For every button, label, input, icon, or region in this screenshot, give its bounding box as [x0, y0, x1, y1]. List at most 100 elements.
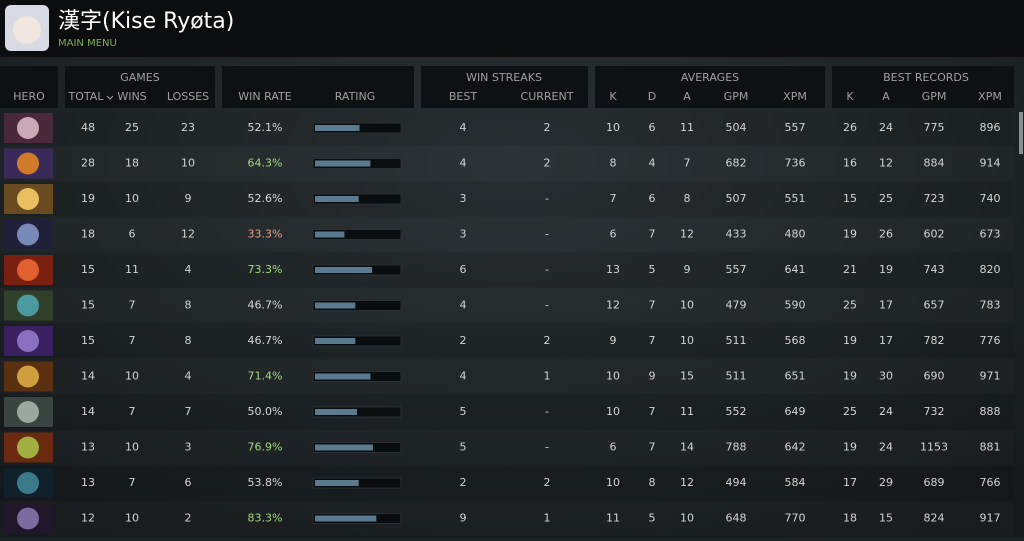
hero-portrait-detail	[17, 259, 39, 281]
cell: 17	[843, 476, 857, 489]
cell: 736	[785, 157, 806, 170]
cell: 2	[544, 476, 551, 489]
cell: 25	[843, 405, 857, 418]
cell: 7	[129, 334, 136, 347]
cell: 12	[181, 228, 195, 241]
hero-portrait-detail	[17, 472, 39, 494]
cell: 12	[606, 299, 620, 312]
cell: 896	[980, 121, 1001, 134]
row-separator	[0, 431, 1014, 465]
column-header[interactable]: WIN RATE	[238, 90, 291, 103]
rating-bar	[315, 373, 371, 380]
cell: 494	[726, 476, 747, 489]
cell: 48	[81, 121, 95, 134]
hero-portrait-detail	[17, 152, 39, 175]
column-header[interactable]: WINS	[117, 90, 146, 103]
cell: 14	[81, 370, 95, 383]
column-header[interactable]: K	[609, 90, 617, 103]
cell: 7	[129, 476, 136, 489]
cell: 9	[460, 512, 467, 525]
cell: 30	[879, 370, 893, 383]
column-header[interactable]: CURRENT	[521, 90, 574, 103]
cell: 10	[680, 299, 694, 312]
rating-bar	[315, 409, 357, 415]
cell: 770	[785, 512, 806, 525]
cell: 4	[185, 370, 192, 383]
row-separator	[0, 466, 1014, 500]
hero-portrait-detail	[17, 436, 39, 459]
column-header[interactable]: XPM	[978, 90, 1002, 103]
column-header[interactable]: HERO	[13, 90, 45, 103]
row-separator	[0, 111, 1014, 145]
avatar-face	[13, 16, 41, 44]
column-header[interactable]: RATING	[335, 90, 376, 103]
win-rate: 46.7%	[248, 334, 283, 347]
column-header[interactable]: GPM	[724, 90, 749, 103]
cell: 433	[726, 228, 747, 241]
hero-portrait-detail	[17, 223, 39, 246]
cell: 4	[460, 121, 467, 134]
win-rate: 73.3%	[248, 263, 283, 276]
column-header[interactable]: LOSSES	[167, 90, 209, 103]
cell: 14	[680, 441, 694, 454]
hero-portrait-detail	[17, 117, 39, 139]
cell: 11	[125, 263, 139, 276]
column-header[interactable]: A	[882, 90, 890, 103]
hero-portrait-detail	[17, 401, 39, 423]
win-rate: 33.3%	[248, 228, 283, 241]
cell: 642	[785, 441, 806, 454]
cell: 19	[81, 192, 95, 205]
cell: 4	[649, 157, 656, 170]
cell: 673	[980, 228, 1001, 241]
column-header[interactable]: D	[648, 90, 656, 103]
cell: 29	[879, 476, 893, 489]
column-header[interactable]: GPM	[922, 90, 947, 103]
cell: 480	[785, 228, 806, 241]
cell: 3	[460, 228, 467, 241]
win-rate: 50.0%	[248, 405, 283, 418]
cell: 8	[684, 192, 691, 205]
cell: 9	[684, 263, 691, 276]
cell: 23	[181, 121, 195, 134]
cell: 479	[726, 299, 747, 312]
cell: 7	[649, 441, 656, 454]
cell: 824	[924, 512, 945, 525]
header-panel	[65, 66, 215, 108]
cell: 10	[125, 370, 139, 383]
cell: 26	[879, 228, 893, 241]
cell: 590	[785, 299, 806, 312]
win-rate: 71.4%	[248, 370, 283, 383]
cell: 15	[81, 334, 95, 347]
column-header[interactable]: K	[846, 90, 854, 103]
cell: 5	[649, 512, 656, 525]
cell: 10	[606, 370, 620, 383]
group-header: GAMES	[120, 71, 159, 84]
cell: 3	[460, 192, 467, 205]
cell: 7	[649, 299, 656, 312]
main-menu-link[interactable]: MAIN MENU	[58, 38, 117, 49]
column-header[interactable]: BEST	[449, 90, 477, 103]
cell: 12	[680, 228, 694, 241]
cell: 8	[185, 299, 192, 312]
profile-name: 漢字(Kise Ryøta)	[58, 9, 234, 34]
cell: 766	[980, 476, 1001, 489]
cell: 25	[843, 299, 857, 312]
cell: 9	[610, 334, 617, 347]
cell: 783	[980, 299, 1001, 312]
column-header[interactable]: A	[683, 90, 691, 103]
cell: -	[545, 441, 549, 454]
win-rate: 76.9%	[248, 441, 283, 454]
group-header: WIN STREAKS	[466, 71, 542, 84]
column-header[interactable]: TOTAL	[68, 90, 105, 103]
column-header[interactable]: XPM	[783, 90, 807, 103]
cell: 743	[924, 263, 945, 276]
cell: 11	[680, 121, 694, 134]
cell: 2	[460, 334, 467, 347]
cell: 26	[843, 121, 857, 134]
cell: 568	[785, 334, 806, 347]
hero-portrait-detail	[17, 330, 39, 352]
row-separator	[0, 395, 1014, 429]
win-rate: 83.3%	[248, 512, 283, 525]
cell: 6	[185, 476, 192, 489]
cell: 4	[460, 370, 467, 383]
